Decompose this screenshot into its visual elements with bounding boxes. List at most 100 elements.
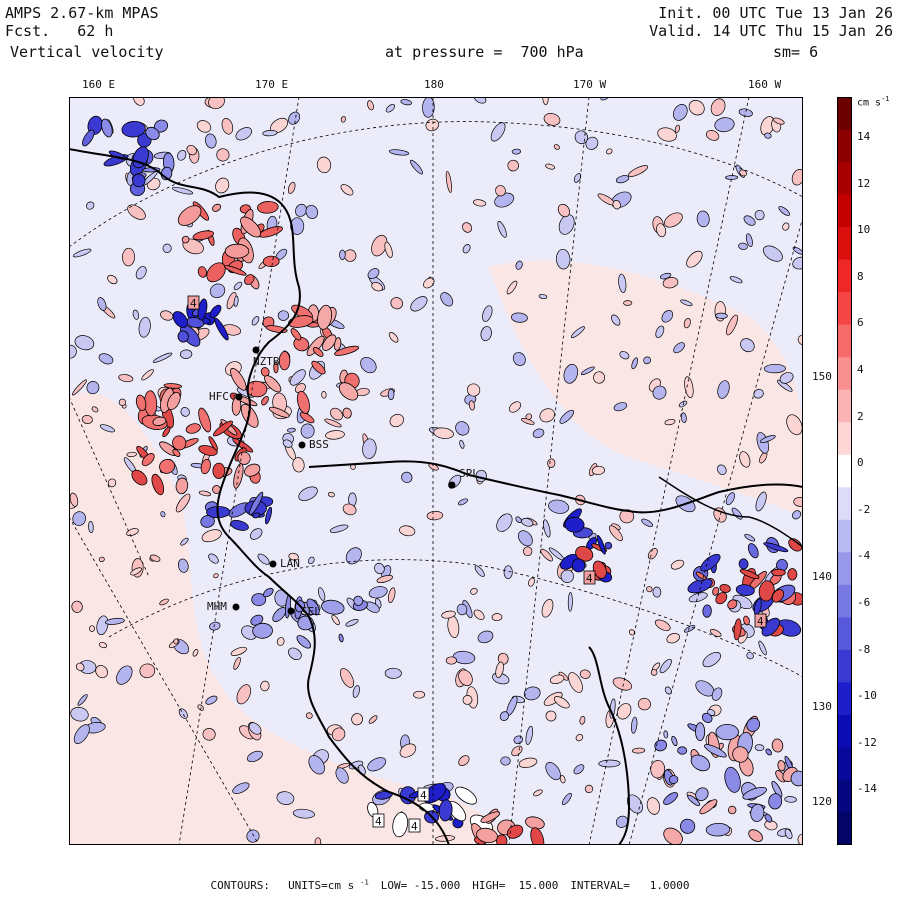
weak-descent-cell [661,310,674,323]
strong-ascent-cell [167,391,181,411]
colorbar-tick-label: 2 [857,409,864,423]
strong-cell [761,617,780,637]
mixed-cell [687,794,701,807]
weak-descent-cell [459,439,465,449]
weak-descent-cell [525,725,534,745]
strong-cell [712,586,720,596]
strong-cell [743,615,750,626]
lon-tick-180: 180 [424,78,444,91]
weak-descent-cell [725,175,739,180]
weak-descent-cell [135,266,147,280]
weak-ascent-cell [591,465,605,475]
mixed-cell [699,799,718,815]
weak-descent-cell [307,556,315,565]
station-label-nztb: NZTB [253,355,280,368]
weak-descent-cell [374,562,385,575]
weak-descent-cell [72,248,92,258]
strong-descent-cell [132,173,146,188]
weak-descent-cell [763,363,786,374]
weak-ascent-cell [159,598,169,606]
weak-descent-cell [367,268,380,280]
weak-ascent-cell [518,757,538,768]
strong-cell [788,538,803,552]
weak-descent-cell [345,547,362,565]
weak-descent-cell [615,175,630,184]
weak-ascent-cell [568,672,583,693]
weak-ascent-cell [495,661,504,678]
weak-ascent-cell [288,552,299,561]
weak-ascent-cell [646,586,653,593]
weak-ascent-cell [593,371,606,384]
weak-descent-cell [567,592,573,612]
weak-ascent-cell [797,833,803,845]
weak-ascent-cell [462,222,473,233]
weak-descent-cell [521,517,534,527]
weak-descent-cell [664,686,672,695]
vertical-velocity-map: NZTB HFC BSS LAN SEL MHM SPL 4 4 4 4 4 [69,97,803,845]
weak-ascent-cell [122,247,135,267]
extremum-label: 4 [190,297,197,310]
weak-ascent-cell [793,497,803,507]
weak-ascent-cell [458,755,470,766]
weak-descent-cell [410,296,428,312]
station-label-hfc: HFC [209,390,229,403]
colorbar-segment [837,617,852,651]
strong-ascent-cell [200,458,211,475]
weak-descent-cell [422,97,435,118]
lon-tick-170e: 170 E [255,78,289,91]
weak-ascent-cell [139,663,156,679]
weak-descent-cell [717,380,730,399]
weak-ascent-cell [628,165,649,177]
colorbar-segment [837,454,852,488]
strong-ascent-cell [342,407,352,419]
init-time: Init. 00 UTC Tue 13 Jan 26 [658,4,893,22]
weak-ascent-cell [632,747,646,754]
colorbar-tick-label: -10 [857,689,877,703]
weak-descent-cell [400,99,412,106]
weak-ascent-cell [340,184,354,196]
smoothing-value: sm= 6 [773,43,819,61]
weak-ascent-cell [506,280,518,295]
strong-ascent-cell [261,395,269,406]
strong-ascent-cell [273,361,279,374]
ross-ice-shelf-front [308,460,803,514]
weak-descent-cell [292,808,315,819]
weak-ascent-cell [182,238,204,255]
weak-ascent-cell [213,573,219,579]
weak-descent-cell [440,292,454,307]
weak-descent-cell [162,243,172,253]
strong-ascent-cell [230,367,247,391]
weak-descent-cell [257,553,270,565]
mixed-cell [768,793,783,810]
weak-ascent-cell [553,696,570,709]
colorbar-tick-label: 10 [857,223,871,237]
weak-descent-cell [235,127,253,141]
strong-ascent-cell [172,449,181,457]
weak-descent-cell [510,312,528,323]
weak-descent-cell [308,755,325,775]
colorbar-tick-label: -14 [857,782,877,796]
weak-descent-cell [619,351,630,360]
strong-cell [571,558,586,573]
station-dot-mhm [232,603,240,611]
weak-descent-cell [73,724,90,744]
mixed-cell [727,805,737,815]
mixed-cell [677,746,688,755]
weak-descent-cell [86,201,95,210]
weak-ascent-cell [458,669,473,686]
mixed-cell [748,829,763,842]
strong-ascent-cell [181,235,190,244]
descent-cell [263,587,274,598]
strong-cell [739,569,760,580]
strong-ascent-cell [197,266,207,278]
weak-descent-cell [401,471,413,484]
weak-descent-cell [784,796,797,803]
weak-ascent-cell [367,100,374,111]
weak-descent-cell [367,757,387,772]
weak-descent-cell [282,439,293,448]
weak-ascent-cell [683,317,691,329]
weak-ascent-cell [545,163,556,170]
weak-ascent-cell [314,837,322,845]
weak-descent-cell [497,221,507,238]
weak-ascent-cell [325,430,345,440]
